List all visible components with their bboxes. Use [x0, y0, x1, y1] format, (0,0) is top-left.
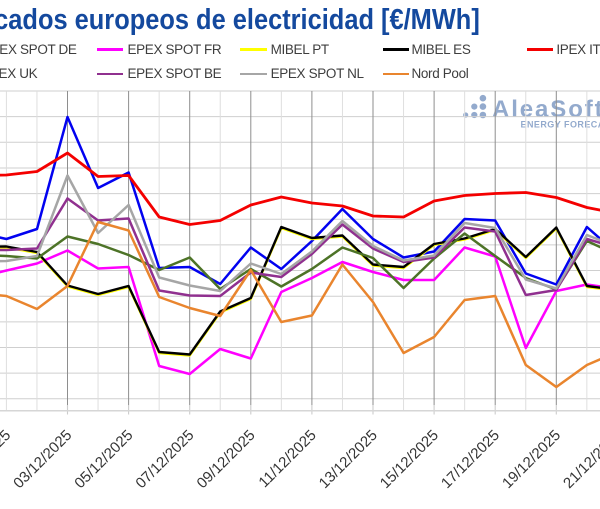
svg-text:05/12/2025: 05/12/2025	[71, 427, 136, 492]
svg-text:13/12/2025: 13/12/2025	[316, 427, 381, 492]
svg-text:ENERGY FORECASTING: ENERGY FORECASTING	[521, 120, 600, 130]
svg-text:09/12/2025: 09/12/2025	[194, 427, 259, 492]
svg-text:07/12/2025: 07/12/2025	[132, 427, 197, 492]
svg-text:AleaSoft: AleaSoft	[492, 96, 600, 123]
svg-text:19/12/2025: 19/12/2025	[499, 427, 564, 492]
svg-text:21/12/2025: 21/12/2025	[560, 427, 600, 492]
svg-text:15/12/2025: 15/12/2025	[377, 427, 442, 492]
svg-text:03/12/2025: 03/12/2025	[10, 427, 75, 492]
svg-text:11/12/2025: 11/12/2025	[255, 427, 319, 491]
svg-text:17/12/2025: 17/12/2025	[438, 427, 503, 492]
